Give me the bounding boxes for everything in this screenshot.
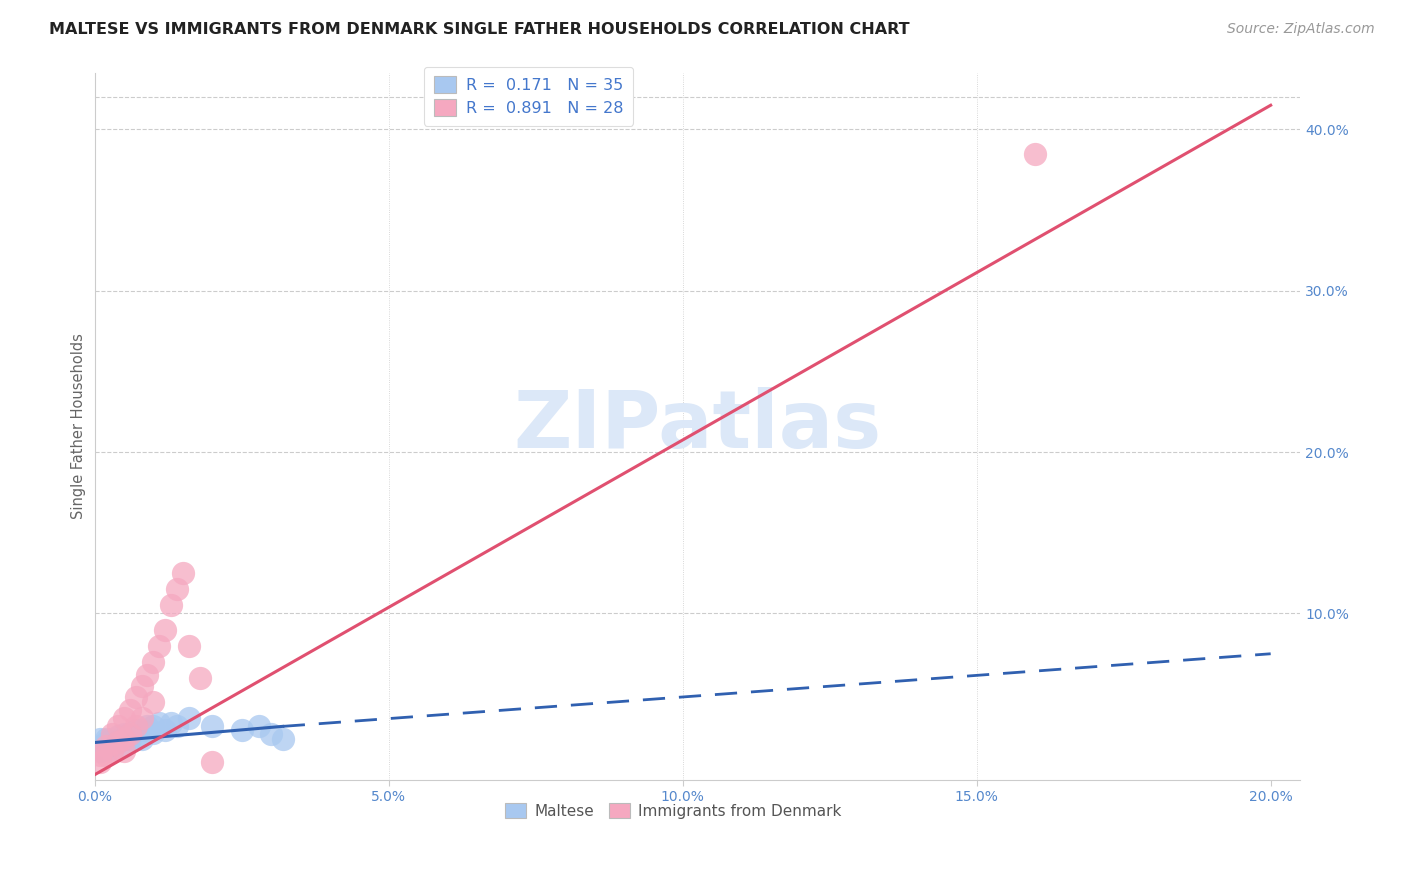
Point xyxy=(142,726,165,740)
Point xyxy=(96,739,118,753)
Point xyxy=(96,742,118,756)
Text: ZIPatlas: ZIPatlas xyxy=(513,387,882,466)
Point xyxy=(89,739,111,753)
Point xyxy=(101,727,124,741)
Point xyxy=(112,732,135,747)
Point xyxy=(190,671,212,685)
Point xyxy=(89,755,111,769)
Point xyxy=(89,748,111,763)
Point xyxy=(142,695,165,709)
Point xyxy=(172,566,194,580)
Point xyxy=(96,739,118,753)
Legend: Maltese, Immigrants from Denmark: Maltese, Immigrants from Denmark xyxy=(499,797,848,825)
Point xyxy=(101,739,124,753)
Point xyxy=(101,742,124,756)
Point xyxy=(112,711,135,725)
Point xyxy=(153,623,176,637)
Point xyxy=(153,723,176,737)
Point xyxy=(131,723,153,737)
Point xyxy=(142,655,165,669)
Point xyxy=(125,719,148,733)
Point xyxy=(118,727,141,741)
Point xyxy=(101,732,124,747)
Point xyxy=(1024,146,1046,161)
Point xyxy=(125,729,148,743)
Point xyxy=(112,743,135,757)
Point xyxy=(131,732,153,747)
Point xyxy=(89,743,111,757)
Point xyxy=(118,732,141,747)
Point xyxy=(96,748,118,763)
Point xyxy=(260,727,283,741)
Point xyxy=(271,732,294,747)
Point xyxy=(125,690,148,705)
Point xyxy=(112,732,135,747)
Point xyxy=(101,743,124,757)
Point xyxy=(148,716,170,731)
Point xyxy=(96,735,118,749)
Point xyxy=(136,719,159,733)
Point xyxy=(177,711,200,725)
Point xyxy=(107,719,129,733)
Point xyxy=(201,719,224,733)
Text: Source: ZipAtlas.com: Source: ZipAtlas.com xyxy=(1227,22,1375,37)
Point xyxy=(148,639,170,653)
Point xyxy=(136,667,159,681)
Point xyxy=(89,732,111,747)
Point xyxy=(118,727,141,741)
Point xyxy=(107,735,129,749)
Point xyxy=(201,755,224,769)
Point xyxy=(112,727,135,741)
Point xyxy=(160,716,183,731)
Point xyxy=(160,599,183,613)
Y-axis label: Single Father Households: Single Father Households xyxy=(72,334,86,519)
Point xyxy=(247,719,270,733)
Point xyxy=(107,735,129,749)
Point xyxy=(231,723,253,737)
Point xyxy=(101,735,124,749)
Point xyxy=(166,582,188,597)
Point xyxy=(125,723,148,737)
Point xyxy=(118,703,141,717)
Point xyxy=(131,711,153,725)
Point xyxy=(142,719,165,733)
Point xyxy=(131,679,153,693)
Point xyxy=(166,719,188,733)
Point xyxy=(96,732,118,747)
Text: MALTESE VS IMMIGRANTS FROM DENMARK SINGLE FATHER HOUSEHOLDS CORRELATION CHART: MALTESE VS IMMIGRANTS FROM DENMARK SINGL… xyxy=(49,22,910,37)
Point xyxy=(177,639,200,653)
Point xyxy=(112,739,135,753)
Point xyxy=(107,729,129,743)
